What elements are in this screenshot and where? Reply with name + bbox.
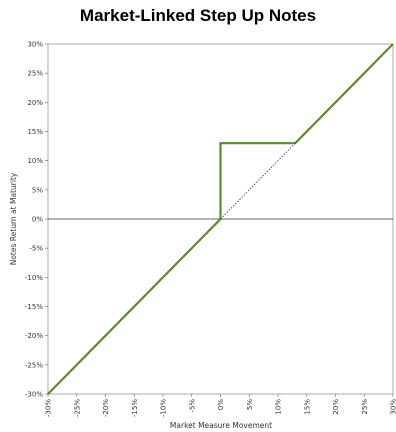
y-tick-label: -10% [25, 274, 43, 282]
x-tick-label: -10% [160, 399, 168, 417]
y-axis-ticks: 30% 25% 20% 15% 10% 5% 0% -5% -10% -15% -20% -25% -3… [25, 41, 48, 399]
x-tick-label: -15% [131, 399, 139, 417]
x-tick-label: -30% [45, 399, 53, 417]
x-tick-label: 20% [332, 399, 340, 415]
y-tick-label: 0% [32, 216, 43, 224]
chart-title: Market-Linked Step Up Notes [79, 6, 317, 25]
x-tick-label: 30% [390, 399, 396, 415]
y-tick-label: 15% [27, 128, 43, 136]
x-tick-label: -25% [73, 399, 81, 417]
y-tick-label: -15% [25, 303, 43, 311]
y-tick-label: 20% [27, 99, 43, 107]
x-tick-label: 15% [303, 399, 311, 415]
y-tick-label: 30% [27, 41, 43, 49]
y-tick-label: -25% [25, 361, 43, 369]
x-tick-label: 10% [275, 399, 283, 415]
y-tick-label: 25% [27, 70, 43, 78]
series-layer [47, 43, 394, 395]
y-tick-label: 5% [32, 186, 43, 194]
y-tick-label: -20% [25, 332, 43, 340]
y-tick-label: -5% [29, 245, 43, 253]
x-tick-label: 0% [217, 399, 225, 410]
y-tick-label: -30% [25, 391, 43, 399]
reference-line [220, 142, 296, 220]
notes-return-line [47, 43, 394, 395]
x-axis-ticks: -30% -25% -20% -15% -10% -5% 0% 5% 10% 15% 20% 25% 3… [45, 394, 396, 417]
x-tick-label: -5% [188, 399, 196, 413]
y-tick-label: 10% [27, 157, 43, 165]
x-tick-label: -20% [102, 399, 110, 417]
y-axis-label: Notes Return at Maturity [9, 172, 18, 265]
x-axis-label: Market Measure Movement [170, 421, 272, 430]
x-tick-label: 5% [246, 399, 254, 410]
x-tick-label: 25% [361, 399, 369, 415]
